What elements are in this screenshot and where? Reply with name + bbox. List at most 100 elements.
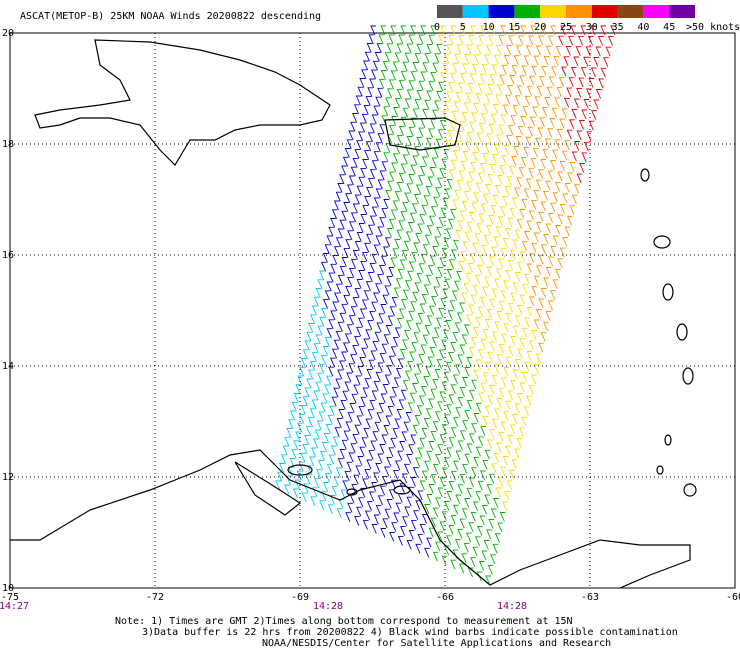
wind-barb [482,372,489,382]
wind-barb [496,354,503,364]
wind-barb [544,96,550,107]
wind-barb [353,384,360,395]
wind-barb [545,223,552,234]
wind-barb [512,369,519,380]
wind-barb [545,45,552,56]
wind-barb [358,497,364,507]
wind-barb [371,482,377,492]
wind-barb [423,418,430,428]
wind-barb [325,423,332,434]
wind-barb [489,429,496,439]
wind-barb [566,129,573,140]
wind-barb [590,67,597,78]
island [676,323,688,341]
wind-barb [345,421,352,432]
wind-barb [439,257,446,268]
wind-barb [516,177,523,187]
wind-barb [322,346,329,356]
wind-barb [457,440,464,451]
wind-barb [335,330,342,341]
wind-barb [456,180,463,190]
wind-barb [303,483,310,494]
wind-barb [400,163,407,174]
wind-barb [367,409,374,419]
wind-barb [550,25,556,36]
wind-barb [509,75,516,85]
wind-barb [352,250,359,260]
wind-barb [533,275,540,286]
wind-barb [522,105,529,116]
wind-barb [364,242,370,253]
wind-barb [439,521,446,532]
wind-barb [362,387,369,398]
wind-barb [349,221,355,231]
wind-barb [470,294,477,305]
wind-barb [444,188,451,199]
wind-barb [493,452,500,463]
wind-barb [378,313,385,323]
wind-barb [380,70,387,80]
wind-barb [381,255,387,266]
wind-barb [489,298,495,309]
wind-barb [521,198,528,209]
wind-barb [321,442,328,452]
wind-barb [399,441,405,451]
wind-barb [443,149,450,159]
wind-barb [358,223,365,233]
wind-barb [393,470,399,480]
wind-barb [399,259,406,270]
wind-barb [345,285,351,296]
wind-barb [503,367,510,377]
wind-barb [354,516,360,526]
wind-barb [446,535,452,545]
island [640,168,650,182]
wind-barb [442,288,449,299]
wind-barb [398,172,405,183]
wind-barb [512,325,519,336]
wind-barb [502,456,509,466]
wind-barb [520,157,527,167]
wind-barb [600,25,606,36]
wind-barb [552,149,558,160]
wind-barb [519,427,525,438]
wind-barb [401,299,407,309]
lon-label: -69 [291,592,309,603]
wind-barb [371,301,377,312]
wind-barb [441,247,448,258]
wind-barb [366,43,373,53]
wind-barb [540,332,547,342]
wind-barb [400,25,406,36]
wind-barb [488,123,495,134]
wind-barb [337,183,344,193]
wind-barb [526,85,533,96]
wind-barb [331,485,338,496]
wind-barb [548,35,554,46]
wind-barb [341,165,347,176]
wind-barb [398,399,405,410]
wind-barb [394,239,401,249]
wind-barb [438,81,444,92]
wind-barb [386,365,393,375]
wind-barb [472,284,479,295]
wind-barb [441,424,448,434]
wind-barb [356,232,363,242]
wind-barb [379,78,385,89]
wind-barb [413,242,419,253]
wind-barb [504,490,511,501]
wind-barb [566,87,572,98]
wind-barb [461,292,467,303]
wind-barb [359,78,365,88]
wind-barb [355,375,362,386]
wind-barb [343,294,349,305]
wind-barb [469,212,475,222]
wind-barb [363,290,370,300]
wind-barb [402,154,409,165]
wind-barb [341,257,348,267]
wind-barb [388,355,395,366]
wind-barb [491,246,497,257]
wind-barb [564,97,570,108]
wind-barb [446,404,452,414]
wind-barb [477,306,484,317]
wind-barb [393,512,399,523]
wind-barb [438,307,444,318]
